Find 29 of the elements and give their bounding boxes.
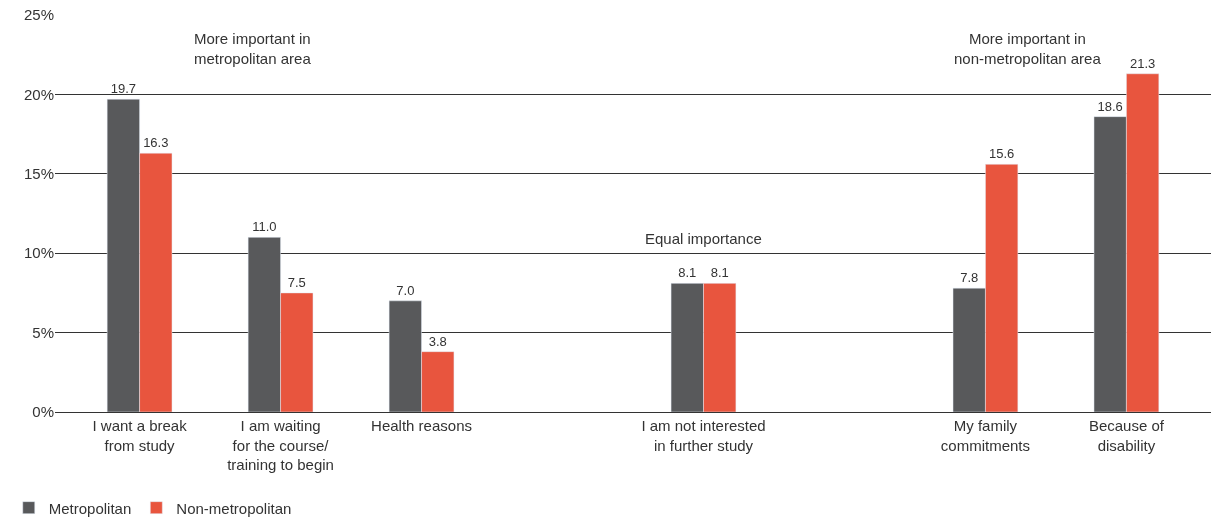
data-label: 7.0 [396,282,415,298]
y-tick-label: 10% [23,244,54,262]
data-label: 11.0 [252,219,277,235]
data-label: 21.3 [1129,55,1156,71]
annotation: More important in non-metropolitan area [954,30,1102,67]
data-label: 15.6 [988,146,1015,162]
y-tick-label: 15% [23,165,54,183]
y-tick-label: 25% [23,6,54,24]
data-label: 8.1 [678,265,697,281]
data-label: 3.8 [428,333,447,349]
x-tick-label: Because of disability [1088,417,1165,454]
legend-label: Non-metropolitan [176,499,292,517]
data-label: 7.8 [960,270,979,286]
x-tick-label: I am not interested in further study [641,417,766,454]
data-label: 18.6 [1097,98,1123,114]
x-tick-label: I am waiting for the course/ training to begin [227,417,334,473]
data-label: 7.5 [287,274,306,290]
legend-label: Metropolitan [48,499,132,517]
annotation: More important in metropolitan area [194,30,312,67]
data-label: 16.3 [143,135,169,151]
data-label: 8.1 [710,265,729,281]
x-tick-label: I want a break from study [92,417,188,454]
annotation: Equal importance [645,230,762,247]
y-tick-label: 0% [32,403,54,421]
x-tick-label: Health reasons [371,417,472,434]
y-tick-label: 5% [32,323,54,341]
x-tick-label: My family commitments [940,417,1031,454]
data-label: 19.7 [110,81,137,97]
y-tick-label: 20% [23,85,54,103]
